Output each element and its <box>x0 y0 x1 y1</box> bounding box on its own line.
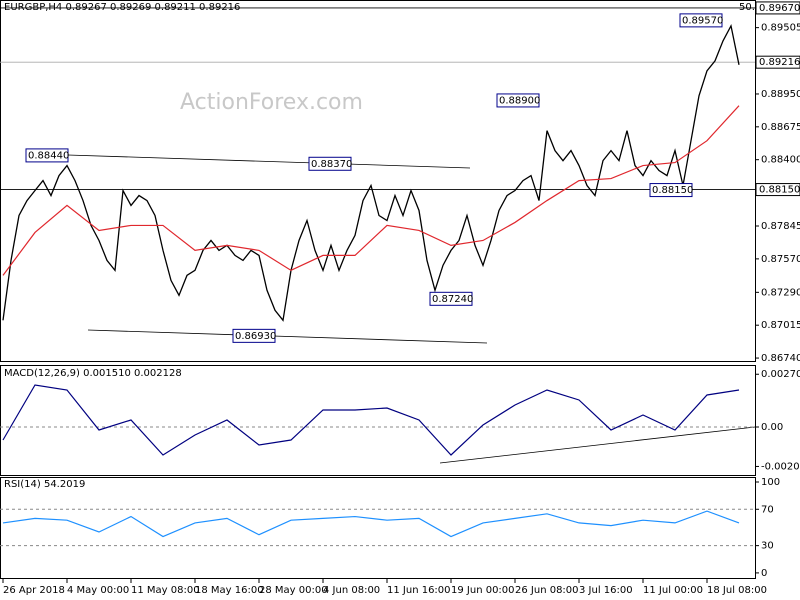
y-tick-label: -0.002023 <box>761 461 800 472</box>
price-panel <box>0 0 756 362</box>
series-line <box>2 384 740 456</box>
level-label: 0.88150 <box>759 185 800 196</box>
level-label: 0.89670 <box>759 3 800 14</box>
y-tick-label: 100 <box>761 477 780 488</box>
x-tick-label: 4 May 00:00 <box>67 585 129 596</box>
y-tick-label: 0 <box>761 568 767 579</box>
y-tick-label: 0.89505 <box>761 23 800 34</box>
x-tick-label: 11 Jun 16:00 <box>387 585 451 596</box>
y-tick-label: 0.002705 <box>761 369 800 380</box>
x-tick-label: 11 Jul 00:00 <box>643 585 703 596</box>
x-tick-label: 3 Jul 16:00 <box>579 585 633 596</box>
y-tick-label: 0.87845 <box>761 221 800 232</box>
x-tick-label: 11 May 08:00 <box>131 585 200 596</box>
annotation-label: 0.86930 <box>235 331 276 342</box>
y-tick-label: 0.87570 <box>761 254 800 265</box>
trend-line <box>439 426 756 464</box>
macd-panel <box>0 365 756 476</box>
level-box <box>755 183 800 197</box>
series-line <box>2 105 740 276</box>
x-tick-label: 18 Jul 08:00 <box>707 585 767 596</box>
fib-label: 50.0 <box>739 2 761 13</box>
annotation-box <box>25 148 69 163</box>
y-tick-label: 0.86740 <box>761 353 800 364</box>
annotation-label: 0.88370 <box>311 159 352 170</box>
y-tick-label: 0.00 <box>761 422 783 433</box>
y-tick-label: 0.88950 <box>761 89 800 100</box>
y-tick-label: 0.87290 <box>761 287 800 298</box>
annotation-box <box>429 291 473 306</box>
annotation-box <box>232 328 276 343</box>
series-line <box>2 510 740 538</box>
rsi-title: RSI(14) 54.2019 <box>4 479 85 490</box>
annotation-label: 0.88900 <box>499 95 540 106</box>
x-tick-label: 19 Jun 00:00 <box>451 585 515 596</box>
annotation-box <box>679 13 723 28</box>
series-line <box>2 23 740 322</box>
annotation-box <box>496 93 540 108</box>
level-label: 0.89216 <box>759 57 800 68</box>
x-tick-label: 26 Jun 08:00 <box>515 585 579 596</box>
y-tick-label: 0.88400 <box>761 155 800 166</box>
annotation-box <box>649 183 693 198</box>
watermark: ActionForex.com <box>180 90 363 115</box>
annotation-label: 0.88440 <box>28 150 69 161</box>
trend-line <box>67 154 471 169</box>
annotation-label: 0.89570 <box>682 15 723 26</box>
y-tick-label: 30 <box>761 541 774 552</box>
x-tick-label: 18 May 16:00 <box>195 585 264 596</box>
x-tick-label: 4 Jun 08:00 <box>323 585 380 596</box>
trend-line <box>87 329 488 344</box>
annotation-label: 0.88150 <box>652 185 693 196</box>
y-tick-label: 0.87015 <box>761 320 800 331</box>
y-tick-label: 0.88675 <box>761 122 800 133</box>
annotation-box <box>308 156 352 171</box>
macd-title: MACD(12,26,9) 0.001510 0.002128 <box>4 368 182 379</box>
annotation-label: 0.87240 <box>432 294 473 305</box>
y-tick-label: 70 <box>761 504 774 515</box>
rsi-panel <box>0 477 756 579</box>
level-box <box>755 55 800 69</box>
x-tick-label: 26 Apr 2018 <box>3 585 65 596</box>
level-box <box>755 1 800 15</box>
x-tick-label: 28 May 00:00 <box>259 585 328 596</box>
chart-title: EURGBP,H4 0.89267 0.89269 0.89211 0.8921… <box>4 2 240 13</box>
